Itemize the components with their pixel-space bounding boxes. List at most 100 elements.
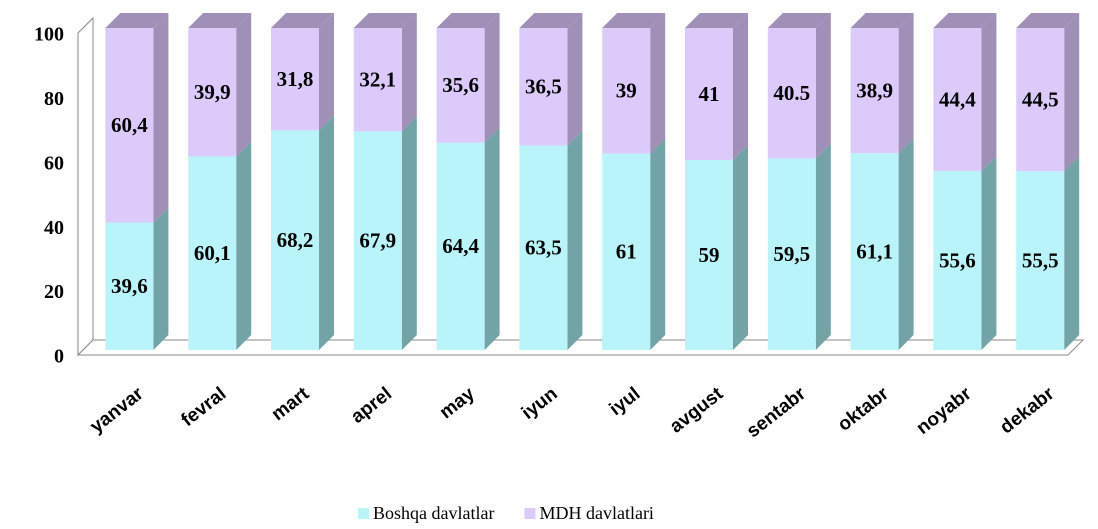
bar-segment — [353, 13, 417, 132]
bar-front — [271, 28, 319, 131]
bar-front — [188, 28, 237, 157]
bar-segment — [685, 145, 748, 350]
bar-front — [436, 28, 485, 143]
bar-side — [981, 155, 997, 350]
bar-top — [188, 13, 252, 28]
legend-swatch — [524, 508, 536, 519]
bar-top — [933, 13, 997, 28]
bar-segment — [1016, 13, 1080, 172]
bar-side — [898, 13, 914, 154]
data-label: 39,6 — [111, 274, 148, 298]
bar-side — [733, 145, 748, 350]
data-label: 32,1 — [359, 67, 396, 91]
bar-side — [401, 13, 417, 132]
bar-side — [401, 116, 417, 350]
bar-segment — [602, 138, 666, 350]
x-tick-label: mart — [268, 383, 314, 425]
bar-side — [319, 115, 334, 351]
floor — [76, 339, 1085, 356]
x-tick-label: aprel — [347, 383, 396, 428]
y-tick-label: 0 — [54, 346, 64, 368]
data-label: 39 — [616, 79, 637, 103]
data-label: 39,9 — [194, 80, 231, 104]
x-tick-label: iyun — [518, 383, 562, 424]
bar-front — [602, 28, 651, 154]
bar-segment — [188, 141, 252, 350]
bar-front — [685, 28, 733, 161]
bar-front — [353, 131, 402, 350]
bar-side — [815, 13, 831, 159]
x-tick-label: noyabr — [913, 383, 976, 439]
back-wall — [77, 16, 94, 357]
x-tick-label: fevral — [177, 383, 230, 431]
bar-segment — [933, 155, 997, 350]
data-label: 67,9 — [359, 228, 396, 252]
bar-segment — [105, 207, 169, 350]
data-label: 59,5 — [773, 242, 810, 266]
bar-side — [236, 141, 252, 350]
bar-segment — [271, 115, 334, 351]
bar-front — [933, 28, 982, 171]
data-label: 68,2 — [277, 228, 314, 252]
bar-top — [353, 13, 417, 28]
data-label: 55,6 — [939, 248, 976, 272]
bar-front — [767, 28, 816, 159]
bar-front — [933, 170, 982, 350]
y-tick-label: 60 — [44, 152, 64, 174]
bar-top — [850, 13, 914, 28]
data-label: 55,5 — [1022, 248, 1059, 272]
bar-segment — [933, 13, 997, 171]
bar-side — [484, 13, 500, 143]
bar-side — [898, 138, 914, 350]
bar-segment — [271, 13, 334, 131]
bar-side — [153, 13, 169, 223]
y-tick-label: 80 — [44, 88, 64, 110]
bar-top — [436, 13, 500, 28]
bar-side — [319, 13, 334, 131]
bar-front — [353, 28, 402, 132]
x-tick-label: dekabr — [996, 383, 1059, 438]
bar-segment — [767, 143, 831, 350]
bar-side — [1064, 156, 1080, 350]
bar-segment — [685, 13, 748, 161]
legend-label: Boshqa davlatlar — [373, 503, 494, 523]
bar-segment — [519, 130, 583, 350]
bar-segment — [105, 13, 169, 223]
data-label: 31,8 — [277, 67, 314, 91]
bar-front — [105, 222, 154, 350]
bar-front — [685, 160, 733, 350]
bar-front — [850, 153, 899, 350]
bar-side — [650, 138, 666, 350]
bar-top — [685, 13, 748, 28]
bar-front — [602, 153, 651, 350]
data-label: 38,9 — [856, 78, 893, 102]
bar-segment — [1016, 156, 1080, 350]
bar-top — [1016, 13, 1080, 28]
x-tick-label: oktabr — [834, 383, 893, 436]
bar-segment — [436, 127, 500, 350]
bar-front — [105, 28, 154, 223]
bar-side — [484, 127, 500, 350]
bar-front — [188, 156, 237, 350]
bar-segment — [850, 138, 914, 350]
bar-top — [602, 13, 666, 28]
legend-swatch — [358, 508, 369, 519]
bar-side — [650, 13, 666, 154]
data-label: 60,4 — [111, 113, 148, 137]
bar-segment — [519, 13, 583, 146]
data-label: 44,5 — [1022, 87, 1059, 111]
legend-label: MDH davlatlari — [539, 503, 653, 523]
data-label: 61 — [616, 240, 637, 264]
bar-top — [271, 13, 334, 28]
bar-segment — [188, 13, 252, 157]
bar-front — [519, 28, 568, 146]
bar-segment — [353, 116, 417, 350]
data-label: 44,4 — [939, 87, 976, 111]
data-label: 40.5 — [773, 81, 810, 105]
bar-side — [1064, 13, 1080, 172]
data-label: 63,5 — [525, 236, 562, 260]
bar-side — [236, 13, 252, 157]
data-label: 36,5 — [525, 75, 562, 99]
bar-front — [271, 130, 319, 350]
